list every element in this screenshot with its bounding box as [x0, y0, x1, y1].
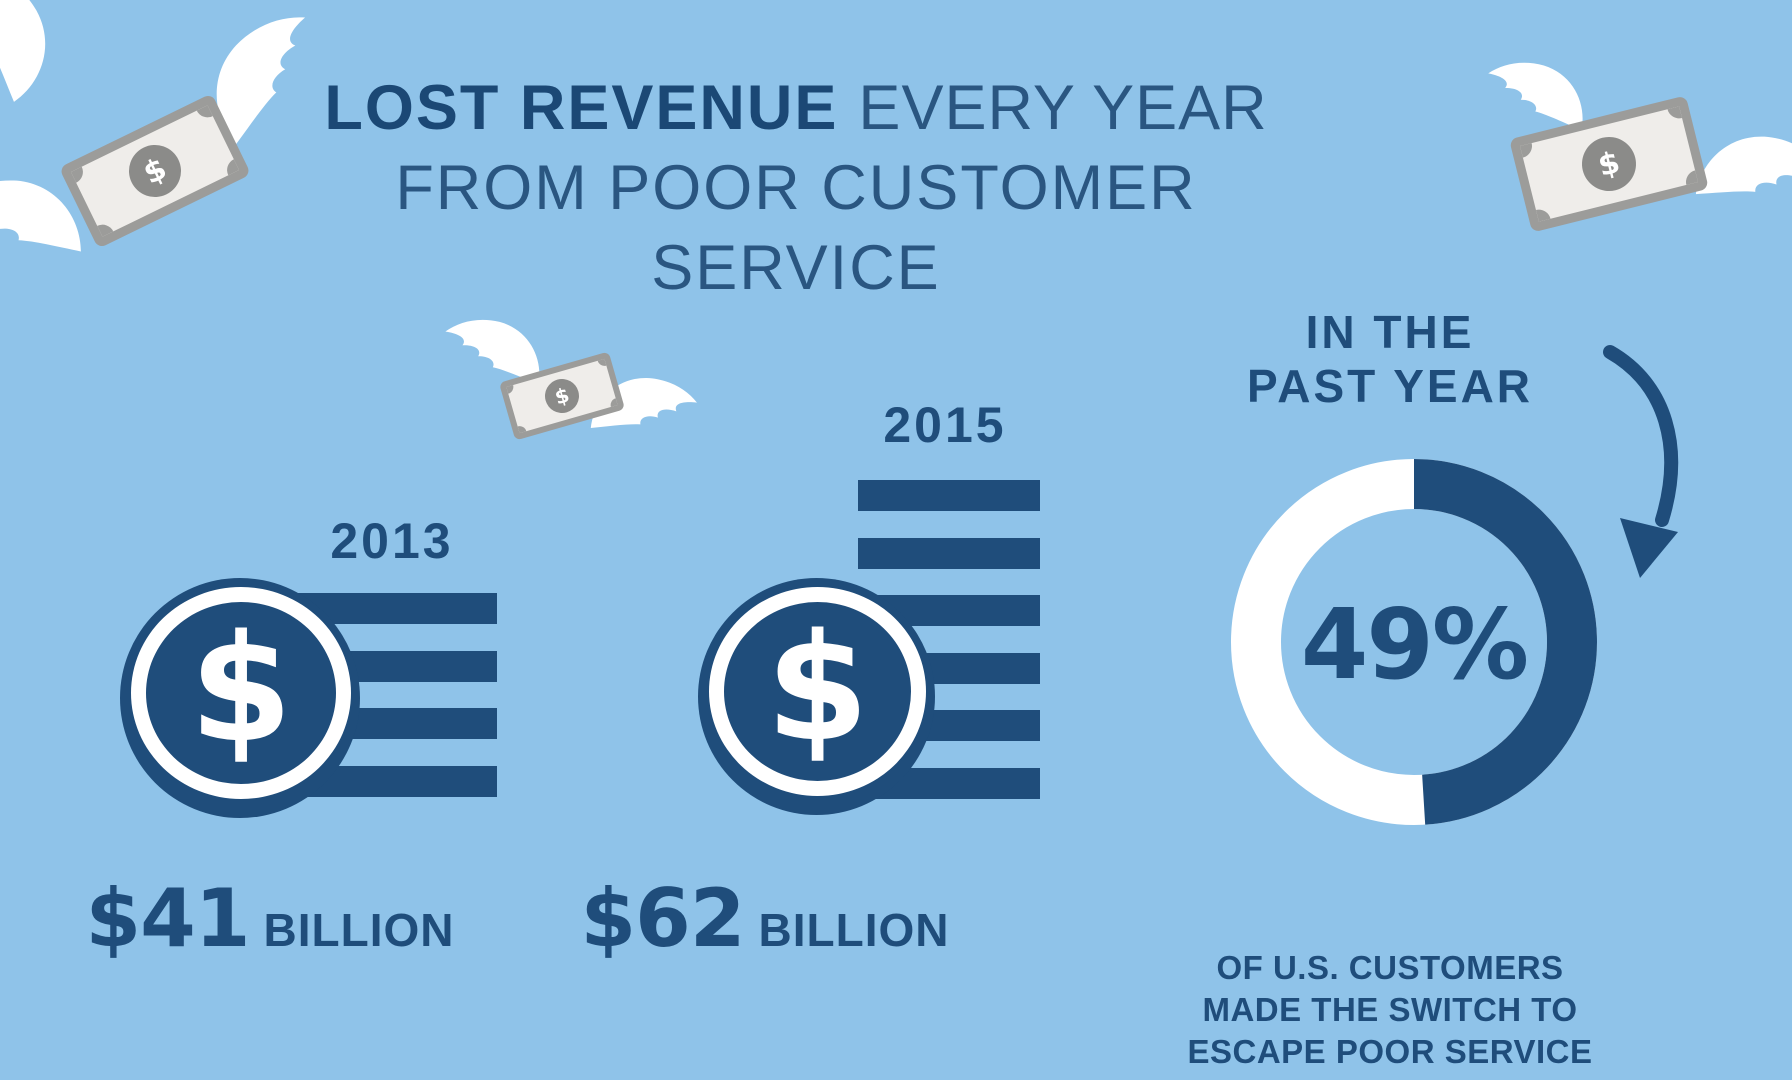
year-label-2015: 2015 [883, 397, 1007, 453]
coin-ring: $ [131, 587, 351, 799]
donut-caption: OF U.S. CUSTOMERS MADE THE SWITCH TO ESC… [1150, 947, 1630, 1073]
value-label-2013: $41 BILLION [40, 872, 500, 965]
coin-dollar-icon: $ [766, 601, 869, 774]
coin-stack-bar [858, 480, 1040, 511]
page-title: LOST REVENUE EVERY YEAR FROM POOR CUSTOM… [246, 68, 1346, 308]
bill-corner [1524, 207, 1554, 233]
donut-caption-line1: OF U.S. CUSTOMERS [1216, 949, 1564, 986]
coin-dollar-icon: $ [189, 603, 293, 775]
value-label-2015: $62 BILLION [535, 872, 995, 965]
value-unit: BILLION [263, 904, 455, 956]
bill-dollar-icon: $ [540, 374, 584, 418]
title-line-1: LOST REVENUE EVERY YEAR [246, 68, 1346, 148]
bill-dollar-icon: $ [1576, 131, 1642, 197]
title-rest: EVERY YEAR [858, 73, 1268, 143]
bill-dollar-icon: $ [120, 136, 190, 206]
donut-heading-line1: IN THE [1305, 306, 1475, 358]
donut-segment [1231, 459, 1597, 825]
donut-caption-line2: MADE THE SWITCH TO [1202, 991, 1578, 1028]
coin-icon-2015: $ [698, 578, 935, 815]
dollar-bill-icon: $ [58, 93, 252, 249]
year-label-2013: 2013 [330, 513, 454, 569]
value-amount: $62 [580, 872, 746, 965]
coin-icon-2013: $ [120, 578, 360, 818]
bill-corner [595, 351, 614, 368]
donut-percent-label: 49% [1300, 587, 1529, 701]
donut-caption-line3: ESCAPE POOR SERVICE [1187, 1033, 1593, 1070]
coin-stack-bar [858, 537, 1040, 569]
donut-heading: IN THE PAST YEAR [1185, 305, 1595, 413]
bill-corner [510, 424, 529, 441]
value-unit: BILLION [758, 904, 950, 956]
curved-arrow-icon [1603, 345, 1679, 578]
title-line-2: FROM POOR CUSTOMER SERVICE [395, 153, 1197, 303]
title-emphasis: LOST REVENUE [324, 73, 839, 143]
coin-ring: $ [709, 587, 926, 796]
donut-heading-line2: PAST YEAR [1246, 360, 1534, 412]
wing-icon [0, 0, 74, 104]
bill-corner [1664, 95, 1694, 121]
donut-chart: 49% [1224, 452, 1604, 832]
value-amount: $41 [85, 872, 251, 965]
